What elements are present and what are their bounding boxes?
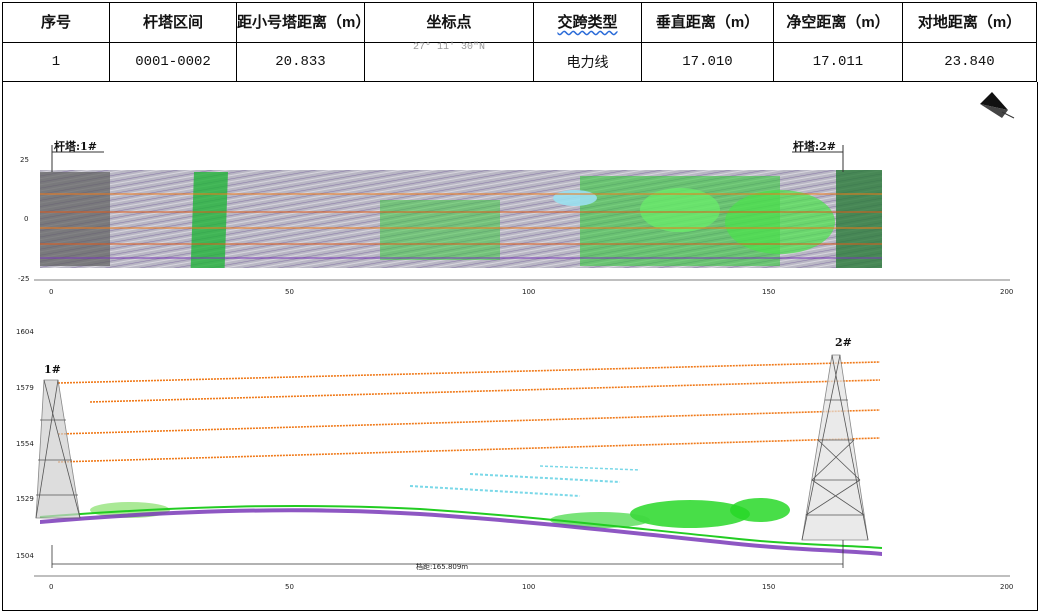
side-ytick: 1554 bbox=[16, 440, 34, 448]
north-arrow-icon bbox=[980, 92, 1015, 119]
cell-vertical-distance: 17.010 bbox=[641, 42, 774, 82]
header-clearance-distance: 净空距离（m） bbox=[773, 2, 903, 43]
side-xtick: 0 bbox=[49, 583, 53, 591]
table-row: 1 0001-0002 20.833 27° 11′ 30″N 电力线 17.0… bbox=[2, 42, 1037, 82]
tower-2 bbox=[801, 354, 869, 541]
top-tower-right-label: 杆塔:2# bbox=[793, 139, 836, 153]
top-ytick: -25 bbox=[18, 275, 29, 283]
side-xtick: 150 bbox=[762, 583, 775, 591]
top-xtick: 50 bbox=[285, 288, 294, 296]
top-xtick: 150 bbox=[762, 288, 775, 296]
top-xtick: 100 bbox=[522, 288, 535, 296]
drawing-frame bbox=[2, 82, 1038, 611]
cell-clearance-distance: 17.011 bbox=[773, 42, 903, 82]
top-xtick: 200 bbox=[1000, 288, 1013, 296]
top-view-plot: 杆塔:1# 杆塔:2# 25 0 -25 0 50 100 150 200 bbox=[18, 139, 1013, 296]
cell-coordinate: 27° 11′ 30″N bbox=[364, 42, 534, 82]
top-tower-left-label: 杆塔:1# bbox=[54, 139, 97, 153]
cell-distance-small-tower: 20.833 bbox=[236, 42, 365, 82]
side-tower-left-label: 1# bbox=[44, 363, 61, 376]
header-index: 序号 bbox=[2, 2, 110, 43]
side-view-plot: 1# 2# 档距:165.809m 1604 1579 1554 1529 15… bbox=[16, 328, 1013, 591]
table-header-row: 序号 杆塔区间 距小号塔距离（m） 坐标点 交跨类型 垂直距离（m） 净空距离（… bbox=[2, 2, 1037, 43]
top-xtick: 0 bbox=[49, 288, 53, 296]
side-xtick: 100 bbox=[522, 583, 535, 591]
side-ytick: 1579 bbox=[16, 384, 34, 392]
crossing-table: 序号 杆塔区间 距小号塔距离（m） 坐标点 交跨类型 垂直距离（m） 净空距离（… bbox=[2, 2, 1037, 82]
span-label: 档距:165.809m bbox=[416, 562, 468, 571]
top-ytick: 0 bbox=[24, 215, 28, 223]
cell-index: 1 bbox=[2, 42, 110, 82]
header-tower-span: 杆塔区间 bbox=[109, 2, 237, 43]
cell-tower-span: 0001-0002 bbox=[109, 42, 237, 82]
tower-1 bbox=[35, 379, 81, 519]
top-ytick: 25 bbox=[20, 156, 29, 164]
cell-ground-distance: 23.840 bbox=[902, 42, 1037, 82]
header-coordinate: 坐标点 bbox=[364, 2, 534, 43]
side-xtick: 200 bbox=[1000, 583, 1013, 591]
side-tower-right-label: 2# bbox=[835, 336, 852, 349]
side-ytick: 1504 bbox=[16, 552, 34, 560]
header-ground-distance: 对地距离（m） bbox=[902, 2, 1037, 43]
side-xtick: 50 bbox=[285, 583, 294, 591]
cell-crossing-type: 电力线 bbox=[533, 42, 642, 82]
side-ytick: 1604 bbox=[16, 328, 34, 336]
side-ytick: 1529 bbox=[16, 495, 34, 503]
